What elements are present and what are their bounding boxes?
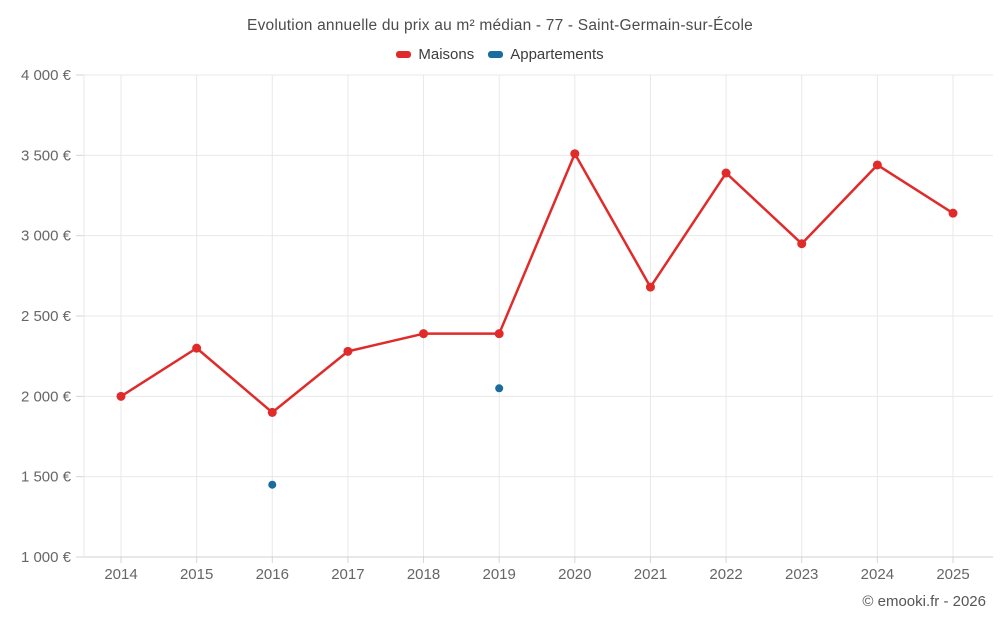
data-point-maisons-2016[interactable] — [267, 407, 277, 417]
x-axis-label: 2017 — [331, 566, 364, 583]
y-axis-label: 2 000 € — [21, 388, 72, 405]
legend-item-label: Maisons — [418, 46, 475, 63]
y-axis-label: 1 500 € — [21, 469, 72, 486]
y-axis-label: 1 000 € — [21, 549, 72, 566]
data-point-maisons-2015[interactable] — [192, 343, 202, 353]
credit-link[interactable]: © emooki.fr - 2026 — [862, 593, 986, 610]
legend-marker-appartements-icon — [488, 51, 504, 58]
x-axis-label: 2022 — [709, 566, 742, 583]
data-point-appartements-2016[interactable] — [268, 480, 277, 489]
data-point-maisons-2024[interactable] — [872, 160, 882, 170]
data-point-maisons-2025[interactable] — [948, 208, 958, 218]
y-axis-label: 3 000 € — [21, 228, 72, 245]
data-point-maisons-2020[interactable] — [570, 149, 580, 159]
series-line-maisons — [119, 152, 955, 414]
x-axis-label: 2015 — [180, 566, 213, 583]
legend: Maisons Appartements — [0, 46, 1000, 63]
data-point-maisons-2022[interactable] — [721, 168, 731, 178]
legend-item-maisons[interactable]: Maisons — [396, 46, 474, 63]
legend-marker-maisons-icon — [396, 51, 412, 58]
y-axis-label: 3 500 € — [21, 147, 72, 164]
y-axis-label: 2 500 € — [21, 308, 72, 325]
data-point-appartements-2019[interactable] — [495, 384, 504, 393]
x-axis-label: 2019 — [482, 566, 515, 583]
legend-item-label: Appartements — [510, 46, 604, 63]
x-axis-label: 2014 — [104, 566, 137, 583]
data-point-maisons-2017[interactable] — [343, 346, 353, 356]
data-point-maisons-2018[interactable] — [419, 329, 429, 339]
chart-title: Evolution annuelle du prix au m² médian … — [247, 17, 753, 34]
data-point-maisons-2014[interactable] — [116, 391, 126, 401]
data-point-maisons-2019[interactable] — [494, 329, 504, 339]
data-point-maisons-2023[interactable] — [797, 239, 807, 249]
legend-item-appartements[interactable]: Appartements — [488, 46, 604, 63]
x-axis-label: 2023 — [785, 566, 818, 583]
data-point-maisons-2021[interactable] — [645, 282, 655, 292]
x-axis-label: 2021 — [634, 566, 667, 583]
x-axis-label: 2018 — [407, 566, 440, 583]
x-axis-label: 2016 — [256, 566, 289, 583]
x-axis-label: 2020 — [558, 566, 591, 583]
y-axis-label: 4 000 € — [21, 67, 72, 84]
x-axis-label: 2025 — [936, 566, 969, 583]
x-axis-label: 2024 — [861, 566, 894, 583]
